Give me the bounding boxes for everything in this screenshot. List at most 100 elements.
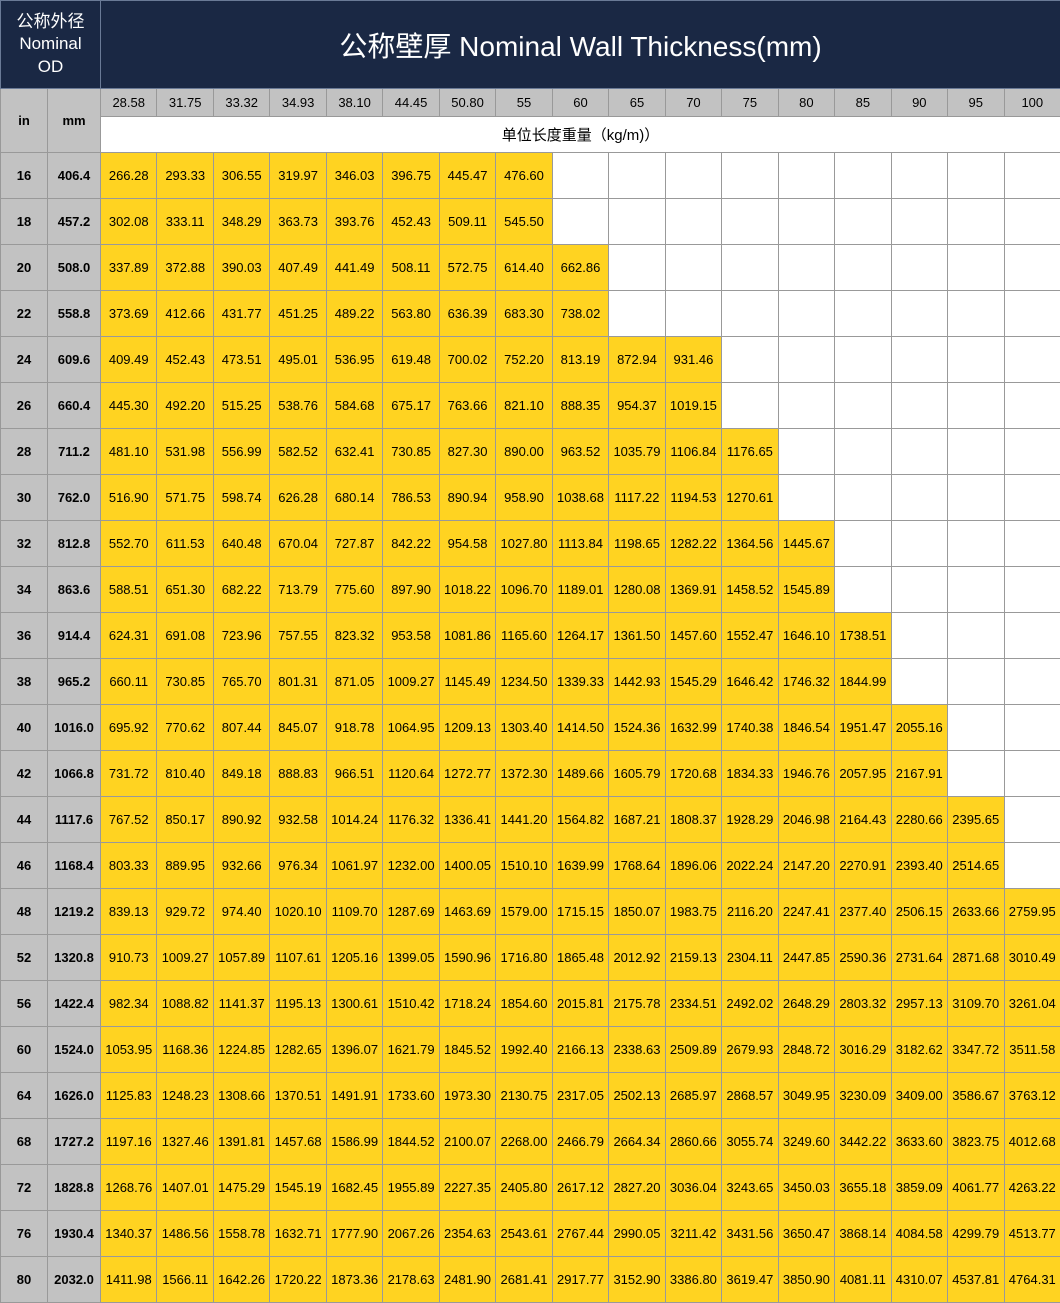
weight-cell: 1400.05	[439, 843, 495, 889]
weight-cell: 1457.60	[665, 613, 721, 659]
weight-cell: 3650.47	[778, 1211, 834, 1257]
table-row: 20508.0337.89372.88390.03407.49441.49508…	[1, 245, 1060, 291]
weight-cell: 563.80	[383, 291, 439, 337]
weight-cell: 2012.92	[609, 935, 665, 981]
thickness-header: 50.80	[439, 89, 495, 117]
weight-cell: 1287.69	[383, 889, 439, 935]
weight-cell: 640.48	[213, 521, 269, 567]
weight-cell: 1035.79	[609, 429, 665, 475]
weight-cell: 2759.95	[1004, 889, 1060, 935]
weight-cell: 3586.67	[948, 1073, 1004, 1119]
weight-cell: 982.34	[101, 981, 157, 1027]
od-in: 20	[1, 245, 48, 291]
weight-cell: 2827.20	[609, 1165, 665, 1211]
weight-cell: 2617.12	[552, 1165, 608, 1211]
weight-cell: 1197.16	[101, 1119, 157, 1165]
weight-cell	[948, 521, 1004, 567]
weight-cell	[722, 199, 778, 245]
weight-cell: 2377.40	[835, 889, 891, 935]
weight-cell: 1117.22	[609, 475, 665, 521]
thickness-header: 55	[496, 89, 552, 117]
weight-cell: 683.30	[496, 291, 552, 337]
od-mm: 762.0	[48, 475, 101, 521]
weight-cell: 396.75	[383, 153, 439, 199]
weight-cell: 3868.14	[835, 1211, 891, 1257]
od-in: 24	[1, 337, 48, 383]
weight-cell: 3347.72	[948, 1027, 1004, 1073]
weight-cell: 803.33	[101, 843, 157, 889]
weight-cell: 407.49	[270, 245, 326, 291]
od-in: 46	[1, 843, 48, 889]
weight-cell: 1718.24	[439, 981, 495, 1027]
weight-cell	[891, 659, 947, 705]
weight-cell: 1372.30	[496, 751, 552, 797]
weight-cell	[778, 475, 834, 521]
weight-cell: 1198.65	[609, 521, 665, 567]
weight-cell: 409.49	[101, 337, 157, 383]
weight-cell: 4513.77	[1004, 1211, 1060, 1257]
weight-cell: 1740.38	[722, 705, 778, 751]
weight-cell: 695.92	[101, 705, 157, 751]
weight-cell: 1300.61	[326, 981, 382, 1027]
weight-cell	[1004, 659, 1060, 705]
weight-cell: 1605.79	[609, 751, 665, 797]
weight-cell: 3386.80	[665, 1257, 721, 1303]
weight-cell: 481.10	[101, 429, 157, 475]
weight-cell: 390.03	[213, 245, 269, 291]
weight-cell	[552, 199, 608, 245]
weight-cell: 2506.15	[891, 889, 947, 935]
weight-cell: 954.37	[609, 383, 665, 429]
od-in: 42	[1, 751, 48, 797]
od-mm: 2032.0	[48, 1257, 101, 1303]
weight-cell: 1545.19	[270, 1165, 326, 1211]
weight-cell: 4012.68	[1004, 1119, 1060, 1165]
weight-cell	[1004, 153, 1060, 199]
weight-cell	[722, 291, 778, 337]
weight-cell: 1850.07	[609, 889, 665, 935]
od-mm: 660.4	[48, 383, 101, 429]
table-row: 34863.6588.51651.30682.22713.79775.60897…	[1, 567, 1060, 613]
weight-cell: 2681.41	[496, 1257, 552, 1303]
weight-cell: 1590.96	[439, 935, 495, 981]
weight-cell: 3450.03	[778, 1165, 834, 1211]
weight-cell: 767.52	[101, 797, 157, 843]
weight-cell: 3261.04	[1004, 981, 1060, 1027]
weight-cell: 2492.02	[722, 981, 778, 1027]
table-row: 401016.0695.92770.62807.44845.07918.7810…	[1, 705, 1060, 751]
weight-cell	[1004, 751, 1060, 797]
weight-cell: 1303.40	[496, 705, 552, 751]
weight-cell: 572.75	[439, 245, 495, 291]
weight-cell: 441.49	[326, 245, 382, 291]
weight-cell: 889.95	[157, 843, 213, 889]
thickness-header: 33.32	[213, 89, 269, 117]
weight-cell	[778, 245, 834, 291]
weight-cell: 2731.64	[891, 935, 947, 981]
weight-cell	[835, 521, 891, 567]
weight-cell: 1194.53	[665, 475, 721, 521]
weight-cell	[891, 429, 947, 475]
weight-cell: 1733.60	[383, 1073, 439, 1119]
weight-cell: 1720.68	[665, 751, 721, 797]
weight-cell: 1282.65	[270, 1027, 326, 1073]
weight-cell: 1107.61	[270, 935, 326, 981]
weight-cell: 348.29	[213, 199, 269, 245]
weight-cell: 1621.79	[383, 1027, 439, 1073]
weight-cell: 1195.13	[270, 981, 326, 1027]
weight-cell	[1004, 613, 1060, 659]
weight-cell: 2175.78	[609, 981, 665, 1027]
weight-cell: 2247.41	[778, 889, 834, 935]
weight-cell: 713.79	[270, 567, 326, 613]
weight-cell: 1396.07	[326, 1027, 382, 1073]
weight-cell: 1715.15	[552, 889, 608, 935]
weight-cell: 1441.20	[496, 797, 552, 843]
weight-cell: 1768.64	[609, 843, 665, 889]
weight-cell	[609, 245, 665, 291]
table-row: 26660.4445.30492.20515.25538.76584.68675…	[1, 383, 1060, 429]
weight-cell: 801.31	[270, 659, 326, 705]
weight-cell: 4764.31	[1004, 1257, 1060, 1303]
weight-cell: 1846.54	[778, 705, 834, 751]
weight-cell	[835, 429, 891, 475]
weight-cell: 1282.22	[665, 521, 721, 567]
weight-cell: 1486.56	[157, 1211, 213, 1257]
weight-cell: 958.90	[496, 475, 552, 521]
